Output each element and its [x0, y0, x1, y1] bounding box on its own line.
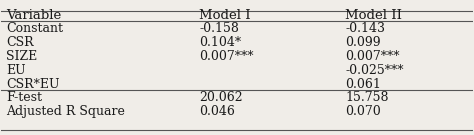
- Text: -0.025***: -0.025***: [346, 64, 404, 77]
- Text: 0.007***: 0.007***: [346, 50, 400, 63]
- Text: 0.104*: 0.104*: [199, 36, 241, 49]
- Text: 0.007***: 0.007***: [199, 50, 254, 63]
- Text: F-test: F-test: [6, 91, 42, 104]
- Text: CSR: CSR: [6, 36, 34, 49]
- Text: 0.099: 0.099: [346, 36, 381, 49]
- Text: 15.758: 15.758: [346, 91, 389, 104]
- Text: Constant: Constant: [6, 22, 63, 35]
- Text: 0.070: 0.070: [346, 105, 381, 118]
- Text: Variable: Variable: [6, 9, 61, 22]
- Text: Model I: Model I: [199, 9, 251, 22]
- Text: -0.143: -0.143: [346, 22, 385, 35]
- Text: 0.046: 0.046: [199, 105, 235, 118]
- Text: Model II: Model II: [346, 9, 402, 22]
- Text: EU: EU: [6, 64, 26, 77]
- Text: -0.158: -0.158: [199, 22, 239, 35]
- Text: 20.062: 20.062: [199, 91, 243, 104]
- Text: CSR*EU: CSR*EU: [6, 77, 60, 91]
- Text: Adjusted R Square: Adjusted R Square: [6, 105, 125, 118]
- Text: SIZE: SIZE: [6, 50, 37, 63]
- Text: 0.061: 0.061: [346, 77, 381, 91]
